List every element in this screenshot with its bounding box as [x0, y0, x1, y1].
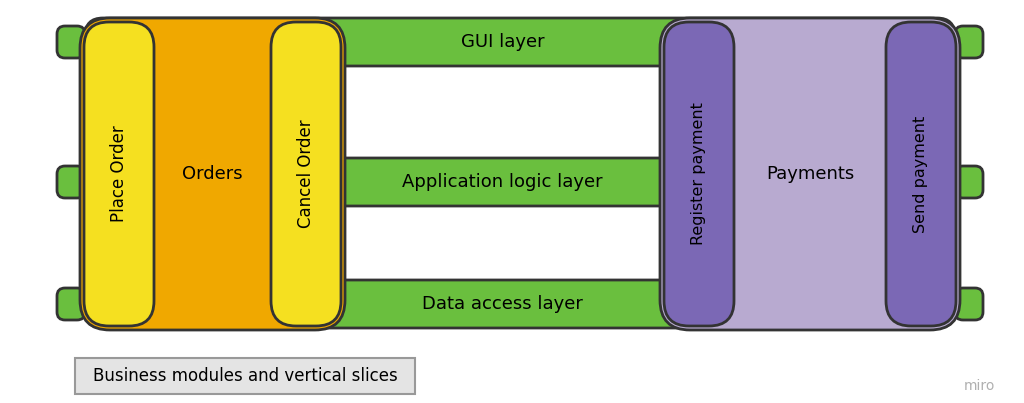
FancyBboxPatch shape — [57, 26, 85, 58]
FancyBboxPatch shape — [271, 22, 341, 326]
Text: Application logic layer: Application logic layer — [402, 173, 603, 191]
Text: Send payment: Send payment — [913, 115, 929, 233]
FancyBboxPatch shape — [85, 18, 955, 66]
Text: Place Order: Place Order — [110, 126, 128, 222]
FancyBboxPatch shape — [80, 18, 345, 330]
FancyBboxPatch shape — [85, 280, 955, 328]
Text: Cancel Order: Cancel Order — [297, 120, 315, 229]
Text: GUI layer: GUI layer — [461, 33, 545, 51]
FancyBboxPatch shape — [955, 166, 983, 198]
FancyBboxPatch shape — [84, 22, 154, 326]
Text: miro: miro — [964, 379, 995, 393]
FancyBboxPatch shape — [57, 288, 85, 320]
Text: Payments: Payments — [766, 165, 854, 183]
FancyBboxPatch shape — [886, 22, 956, 326]
Text: Business modules and vertical slices: Business modules and vertical slices — [92, 367, 397, 385]
Text: Data access layer: Data access layer — [422, 295, 583, 313]
FancyBboxPatch shape — [660, 18, 961, 330]
Text: Register payment: Register payment — [691, 102, 707, 245]
FancyBboxPatch shape — [664, 22, 734, 326]
Text: Orders: Orders — [182, 165, 243, 183]
FancyBboxPatch shape — [57, 166, 85, 198]
FancyBboxPatch shape — [955, 26, 983, 58]
FancyBboxPatch shape — [955, 288, 983, 320]
FancyBboxPatch shape — [85, 158, 955, 206]
FancyBboxPatch shape — [75, 358, 415, 394]
